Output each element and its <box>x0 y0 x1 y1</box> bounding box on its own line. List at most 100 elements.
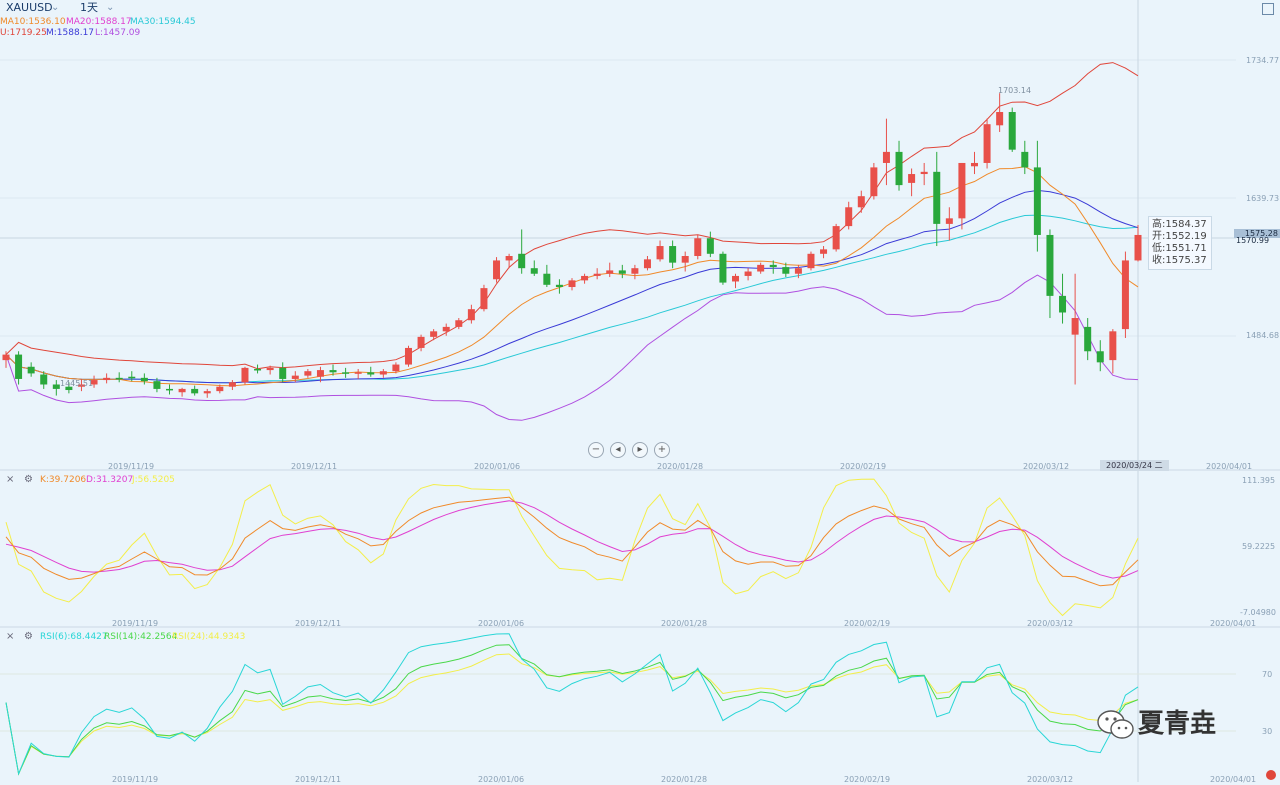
candle-body <box>782 267 790 274</box>
candle-body <box>920 171 928 175</box>
candle-body <box>342 372 350 374</box>
gear-icon[interactable]: ⚙ <box>24 631 33 642</box>
candle-body <box>404 347 412 365</box>
rsi6-label: RSI(6):68.4427 <box>40 632 108 642</box>
step-forward-button[interactable]: ▸ <box>632 442 648 458</box>
candle-body <box>316 370 324 377</box>
date-tick: 2020/01/28 <box>657 462 704 471</box>
date-tick: 2020/01/06 <box>478 619 525 628</box>
period-selector[interactable]: 1天 <box>80 1 98 14</box>
candle-body <box>970 162 978 167</box>
candle-body <box>178 388 186 393</box>
price-tick: 1639.73 <box>1246 194 1280 203</box>
candle-body <box>618 270 626 274</box>
candle-body <box>467 309 475 321</box>
candle-body <box>1121 260 1129 330</box>
candle-body <box>2 354 10 361</box>
candle-body <box>77 384 85 387</box>
date-tick: 2020/01/28 <box>661 619 708 628</box>
candle-body <box>493 260 501 280</box>
date-tick: 2020/01/28 <box>661 775 708 784</box>
candle-body <box>769 264 777 268</box>
kdj-j-label: J:56.5205 <box>132 475 175 485</box>
candle-body <box>354 372 362 374</box>
candle-body <box>669 246 677 263</box>
zoom-out-button[interactable]: − <box>588 442 604 458</box>
date-tick: 2019/12/11 <box>291 462 338 471</box>
candle-body <box>241 367 249 383</box>
rsi6-line <box>5 633 1139 776</box>
wechat-icon <box>1097 710 1134 739</box>
candle-body <box>329 370 337 373</box>
ma20-label: MA20:1588.17 <box>66 17 132 27</box>
candle-body <box>832 226 840 250</box>
bollinger-upper-line <box>5 62 1139 370</box>
candle-body <box>304 371 312 376</box>
candle-body <box>455 320 463 327</box>
candle-body <box>530 268 538 274</box>
candle-body <box>681 256 689 263</box>
candle-body <box>732 275 740 282</box>
date-tick: 2019/12/11 <box>295 619 342 628</box>
candle-body <box>757 264 765 272</box>
candle-body <box>945 218 953 224</box>
date-tick: 2020/04/01 <box>1206 462 1253 471</box>
price-tick: 1734.77 <box>1246 56 1280 65</box>
step-back-button[interactable]: ◂ <box>610 442 626 458</box>
candle-body <box>933 171 941 224</box>
candle-body <box>908 174 916 183</box>
low-annotation: 1445.51 <box>60 379 94 388</box>
candle-body <box>203 391 211 394</box>
close-panel-icon[interactable]: × <box>6 474 15 485</box>
ohlc-tooltip: 高:1584.37 开:1552.19 低:1551.71 收:1575.37 <box>1148 216 1212 270</box>
zoom-in-button[interactable]: + <box>654 442 670 458</box>
candle-body <box>1096 351 1104 363</box>
gear-icon[interactable]: ⚙ <box>24 474 33 485</box>
record-icon[interactable] <box>1266 770 1276 780</box>
layout-icon[interactable] <box>1262 3 1274 15</box>
candle-body <box>1033 167 1041 235</box>
date-tick: 2020/01/06 <box>474 462 521 471</box>
candle-body <box>216 386 224 392</box>
date-tick: 2020/01/06 <box>478 775 525 784</box>
candle-body <box>430 331 438 337</box>
chevron-down-icon[interactable]: ⌄ <box>51 2 60 13</box>
candle-body <box>656 246 664 260</box>
date-tick: 2019/11/19 <box>112 619 159 628</box>
candle-body <box>27 366 35 374</box>
candle-body <box>505 256 513 261</box>
candle-body <box>1021 151 1029 168</box>
candle-body <box>128 376 136 379</box>
candle-body <box>543 273 551 285</box>
candle-body <box>593 273 601 276</box>
rsi24-line <box>5 653 1139 776</box>
candle-body <box>254 368 262 371</box>
candle-body <box>379 371 387 375</box>
candle-body <box>15 354 23 379</box>
chevron-down-icon[interactable]: ⌄ <box>106 2 115 13</box>
candle-body <box>568 280 576 288</box>
ma10-label: MA10:1536.10 <box>0 17 66 27</box>
date-tick: 2020/04/01 <box>1210 619 1257 628</box>
symbol-label[interactable]: XAUUSD <box>6 1 53 14</box>
date-tick: 2019/11/19 <box>108 462 155 471</box>
candle-body <box>857 196 865 208</box>
candle-body <box>392 364 400 372</box>
candle-body <box>1071 318 1079 335</box>
candle-body <box>845 207 853 227</box>
candle-body <box>807 253 815 269</box>
candle-body <box>706 238 714 254</box>
candle-body <box>983 124 991 163</box>
kdj-d-label: D:31.3207 <box>86 475 134 485</box>
candle-body <box>52 384 60 389</box>
kdj-j-line <box>5 478 1139 617</box>
candle-body <box>90 380 98 385</box>
bollinger-lower-line <box>5 274 1139 421</box>
price-tick: 1484.68 <box>1246 331 1280 340</box>
close-panel-icon[interactable]: × <box>6 631 15 642</box>
candle-body <box>744 271 752 276</box>
candle-body <box>65 386 73 391</box>
kdj-tick: 59.2225 <box>1242 542 1276 551</box>
bb-lower-label: L:1457.09 <box>95 28 141 38</box>
